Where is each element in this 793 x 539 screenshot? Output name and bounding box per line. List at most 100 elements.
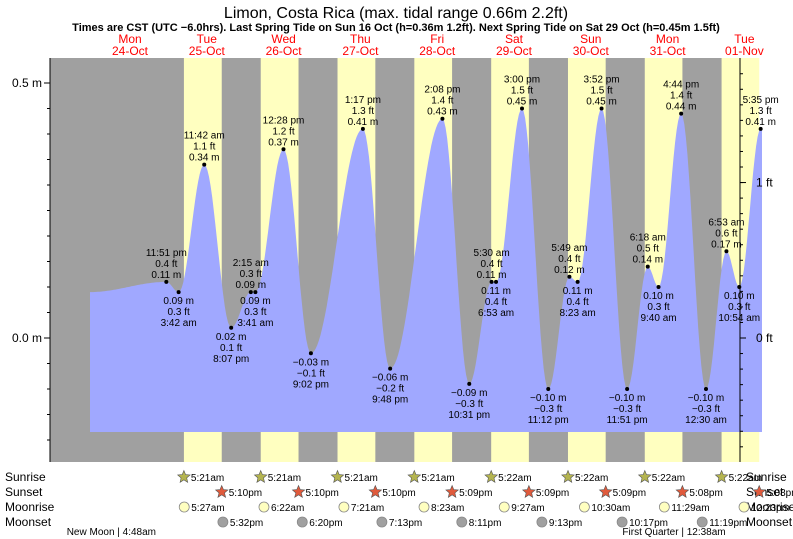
- moonrise-icon: [258, 501, 270, 513]
- tide-m-label: −0.10 m: [688, 393, 724, 404]
- chart-title: Limon, Costa Rica (max. tidal range 0.66…: [224, 5, 568, 22]
- tide-time-label: 6:53 am: [478, 308, 514, 319]
- tide-ft-label: 1.5 ft: [511, 86, 533, 97]
- sunset-time-label: 5:10pm: [382, 488, 415, 499]
- tide-extremum-dot: [202, 162, 207, 167]
- tide-m-label: 0.11 m: [477, 270, 507, 281]
- tide-m-label: 0.12 m: [554, 265, 585, 276]
- tide-m-label: 0.45 m: [586, 97, 617, 108]
- tide-ft-label: 0.1 ft: [220, 343, 242, 354]
- tide-m-label: 0.45 m: [507, 97, 538, 108]
- moonset-time-label: 7:13pm: [389, 518, 422, 529]
- tide-extremum-dot: [645, 264, 650, 269]
- sunrise-time-label: 5:22am: [498, 473, 531, 484]
- sunrise-star-icon: [253, 469, 268, 483]
- tide-m-label: 0.17 m: [711, 239, 742, 250]
- moonrise-icon: [418, 501, 430, 513]
- tide-m-label: −0.10 m: [609, 393, 645, 404]
- sunset-time-label: 5:09pm: [536, 488, 569, 499]
- tide-m-label: 0.10 m: [724, 291, 755, 302]
- sunset-star-icon: [291, 484, 306, 498]
- tide-ft-label: 0.6 ft: [715, 228, 737, 239]
- moonrise-time-label: 8:23am: [431, 503, 464, 514]
- tide-time-label: 11:12 pm: [528, 415, 569, 426]
- tide-time-label: 3:42 am: [161, 318, 197, 329]
- sunset-time-label: 5:10pm: [306, 488, 339, 499]
- tide-m-label: −0.10 m: [530, 393, 566, 404]
- tide-m-label: 0.11 m: [563, 286, 593, 297]
- date-label: 29-Oct: [496, 44, 533, 58]
- sunrise-star-icon: [407, 469, 422, 483]
- tide-ft-label: −0.3 ft: [692, 404, 720, 415]
- tide-extremum-dot: [388, 366, 393, 371]
- tide-ft-label: 0.4 ft: [485, 297, 507, 308]
- sunset-row-label-left: Sunset: [5, 485, 43, 499]
- tide-extremum-dot: [737, 285, 742, 289]
- tide-ft-label: −0.3 ft: [613, 404, 641, 415]
- chart-header: Limon, Costa Rica (max. tidal range 0.66…: [72, 5, 764, 58]
- sunset-star-icon: [214, 484, 229, 498]
- tide-m-label: −0.06 m: [372, 373, 408, 384]
- tide-time-label: 11:51 pm: [607, 415, 648, 426]
- date-label: 30-Oct: [573, 44, 610, 58]
- tide-time-label: 6:53 am: [708, 217, 744, 228]
- moonrise-icon: [178, 501, 190, 513]
- tide-ft-label: 0.5 ft: [637, 244, 659, 255]
- moonrise-icon: [738, 501, 750, 513]
- sunrise-row-label-left: Sunrise: [5, 470, 46, 484]
- moonset-row-label-right: Moonset: [746, 515, 793, 529]
- moonrise-time-label: 12:23pm: [751, 503, 790, 514]
- tide-time-label: 11:51 pm: [146, 248, 187, 259]
- tide-ft-label: 1.2 ft: [272, 126, 294, 137]
- tide-extremum-dot: [625, 387, 630, 391]
- tide-ft-label: 0.3 ft: [244, 307, 266, 318]
- date-label: 26-Oct: [266, 44, 303, 58]
- sunrise-row-label-right: Sunrise: [746, 470, 787, 484]
- tide-time-label: 3:41 am: [237, 318, 273, 329]
- tide-extremum-dot: [567, 274, 572, 279]
- sunset-star-icon: [598, 484, 613, 498]
- day-of-week-label: Tue: [734, 32, 755, 46]
- tide-extremum-dot: [704, 387, 708, 391]
- sunset-time-label: 5:09pm: [459, 488, 492, 499]
- sunset-time-label: 5:09pm: [613, 488, 646, 499]
- axes: 0.0 m 0.5 m 0 ft 1 ft: [12, 58, 773, 462]
- tide-ft-label: 1.3 ft: [750, 106, 772, 117]
- tide-extrema-labels: 11:51 pm0.4 ft0.11 m0.09 m0.3 ft3:42 am1…: [146, 75, 779, 427]
- moonrise-time-label: 9:27am: [511, 503, 544, 514]
- sunrise-time-label: 5:22am: [729, 473, 762, 484]
- tide-m-label: −0.09 m: [451, 388, 487, 399]
- moonrise-time-label: 7:21am: [351, 503, 384, 514]
- moonset-time-label: 5:32pm: [230, 518, 263, 529]
- moonrise-time-label: 5:27am: [191, 503, 224, 514]
- tide-m-label: 0.44 m: [666, 102, 697, 113]
- tide-time-label: 1:17 pm: [345, 95, 381, 106]
- tide-extremum-dot: [281, 147, 286, 152]
- day-of-week-label: Sun: [580, 32, 601, 46]
- sunset-star-icon: [445, 484, 460, 498]
- tide-time-label: 9:40 am: [640, 313, 676, 324]
- tide-ft-label: 1.5 ft: [590, 86, 612, 97]
- day-labels: Mon24-OctTue25-OctWed26-OctThu27-OctFri2…: [112, 32, 764, 58]
- tide-extremum-dot: [248, 290, 253, 295]
- tide-extremum-dot: [656, 285, 661, 289]
- left-tick-label: 0.0 m: [12, 331, 42, 345]
- day-of-week-label: Tue: [197, 32, 218, 46]
- tide-time-label: 2:08 pm: [424, 85, 460, 96]
- tide-time-label: 10:54 am: [718, 313, 760, 324]
- sunrise-star-icon: [330, 469, 345, 483]
- tide-extremum-dot: [489, 279, 494, 284]
- right-tick-label: 1 ft: [756, 176, 773, 190]
- tide-time-label: 12:28 pm: [263, 115, 305, 126]
- tide-ft-label: 0.4 ft: [480, 259, 502, 270]
- date-label: 28-Oct: [419, 44, 456, 58]
- sunrise-star-icon: [714, 469, 729, 483]
- tide-ft-label: 1.4 ft: [431, 96, 453, 107]
- date-label: 24-Oct: [112, 44, 149, 58]
- day-of-week-label: Mon: [656, 32, 679, 46]
- sunset-star-icon: [752, 484, 767, 498]
- sunrise-time-label: 5:21am: [345, 473, 378, 484]
- moonset-icon: [217, 516, 229, 528]
